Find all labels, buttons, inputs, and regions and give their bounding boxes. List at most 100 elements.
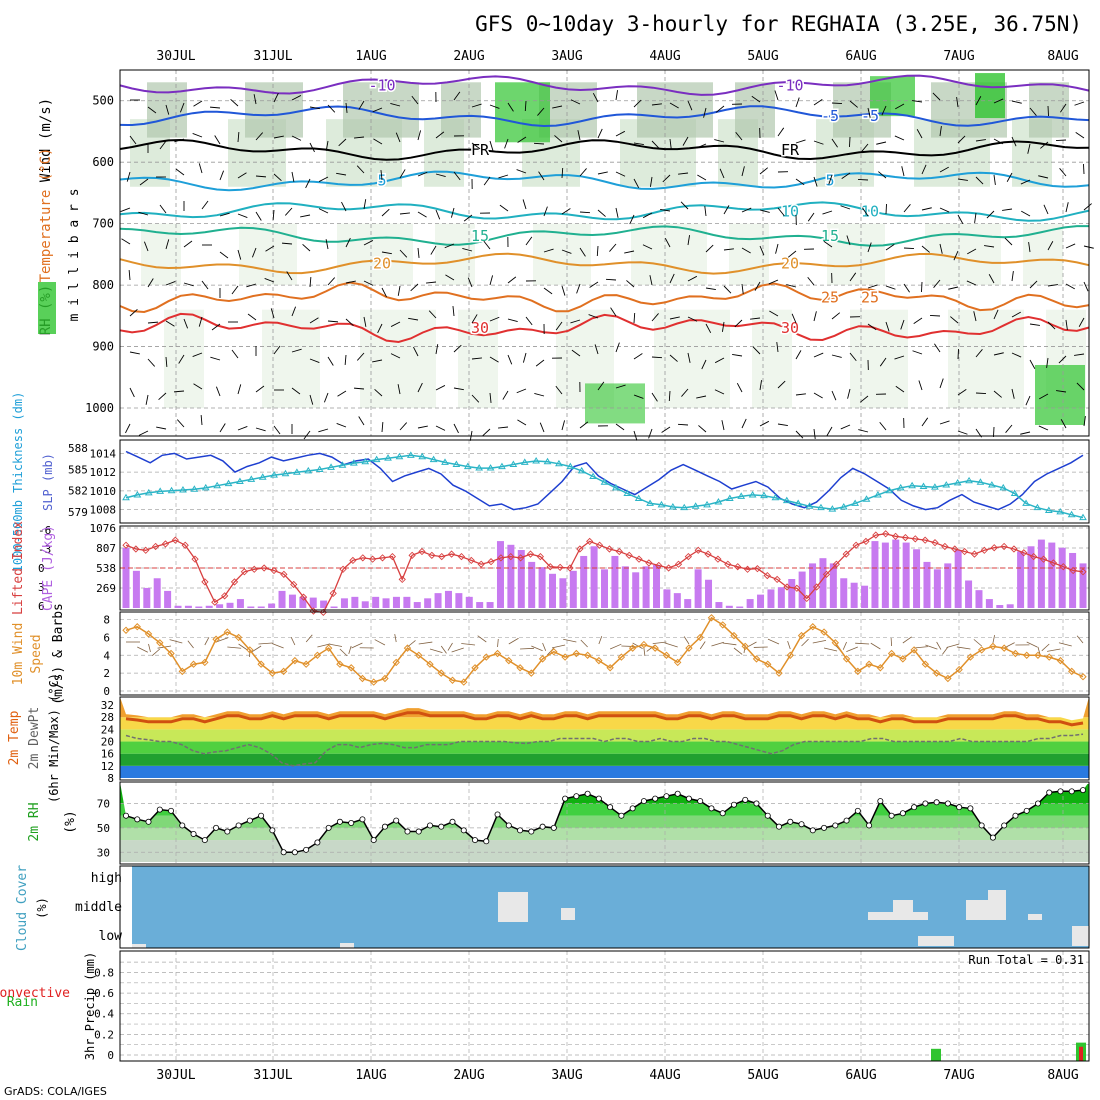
li-point — [704, 550, 712, 558]
rh-line-point — [697, 798, 704, 805]
wind-speed-line-point — [482, 653, 490, 661]
wind-barb — [159, 204, 167, 214]
thickness-line-point — [691, 502, 700, 509]
wind-barb — [861, 143, 869, 152]
thickness-line-point — [623, 489, 632, 497]
rh-line-point — [258, 812, 265, 819]
cape-bar — [1037, 539, 1045, 608]
wind-barb — [201, 200, 209, 210]
thickness-line-point — [498, 462, 506, 470]
wind-barb — [554, 135, 563, 143]
wind-barb — [1065, 283, 1075, 290]
contour-label: FR — [471, 141, 490, 159]
wind-barb — [165, 280, 176, 286]
wind-barb — [579, 168, 587, 177]
wind-barb — [450, 207, 455, 218]
wind-barb — [363, 240, 374, 246]
wind-barb — [1065, 243, 1076, 249]
temperature-contour — [119, 201, 1090, 222]
ytick-label: 70 — [97, 798, 110, 811]
li-point — [280, 570, 288, 578]
wind-barb — [879, 357, 887, 367]
wind-barb — [914, 646, 928, 649]
wind-barb — [483, 240, 491, 250]
cape-bar — [216, 604, 224, 608]
wind-barb — [417, 382, 423, 393]
cape-bar — [164, 590, 172, 608]
cape-bar — [236, 599, 244, 608]
wind-barb — [219, 212, 230, 217]
rh-shading-high — [585, 383, 645, 424]
wind-barb — [165, 239, 170, 250]
wind-speed-line-point — [887, 649, 896, 658]
rh-shading — [948, 309, 1024, 408]
wind-barb — [273, 135, 284, 139]
wind-barb — [444, 243, 455, 249]
wind-barb — [159, 140, 167, 150]
wind-barb — [1011, 352, 1022, 358]
li-point — [763, 571, 771, 580]
wind-barb — [561, 208, 571, 215]
wind-barb — [498, 174, 509, 179]
ylabel-rh-unit: (%) — [63, 810, 78, 833]
wind-barb — [561, 420, 566, 431]
wind-barb — [597, 171, 608, 175]
li-point — [467, 556, 475, 565]
wind-speed-line-point — [561, 653, 569, 661]
cape-bar — [382, 598, 390, 608]
rh-band — [120, 827, 1089, 841]
wind-barb — [734, 319, 743, 328]
cape-bar — [746, 599, 754, 608]
wind-speed-line-point — [741, 642, 749, 651]
wind-speed-line-point — [775, 669, 783, 677]
rh-shading — [245, 82, 303, 138]
wind-barb — [846, 235, 851, 246]
xtick-label-top: 30JUL — [156, 49, 195, 64]
wind-barb — [903, 247, 915, 249]
li-point — [1079, 568, 1087, 576]
li-point — [743, 565, 752, 573]
wind-barb — [128, 269, 131, 281]
wind-barb — [711, 641, 724, 647]
wind-speed-line-point — [583, 651, 592, 659]
xtick-label-top: 31JUL — [253, 49, 292, 64]
wind-barb — [975, 139, 986, 142]
wind-barb — [489, 316, 500, 322]
wind-barb — [291, 135, 302, 141]
wind-barb — [522, 352, 527, 363]
wind-barb — [1083, 281, 1089, 292]
wind-barb — [895, 385, 905, 393]
rh-shading — [360, 309, 436, 408]
wind-barb — [147, 106, 157, 114]
thickness-line-point — [327, 463, 335, 470]
thickness-line-point — [748, 490, 757, 498]
cape-bar — [705, 579, 713, 608]
wind-barb — [921, 207, 932, 211]
panel-frame — [119, 781, 1090, 865]
rh-band — [120, 840, 1089, 862]
rh-line-point — [472, 837, 479, 844]
wind-barb — [678, 172, 689, 175]
wind-barb — [1047, 321, 1056, 330]
rh-line-point — [235, 822, 242, 829]
wind-speed-line-point — [662, 651, 671, 659]
wind-barb — [847, 388, 851, 399]
wind-barb — [309, 142, 315, 153]
wind-barb — [723, 248, 734, 251]
wind-barb — [681, 388, 689, 397]
li-point — [161, 540, 170, 548]
wind-barb — [975, 392, 987, 394]
wind-barb — [677, 423, 689, 426]
ytick-label-li: -3 — [38, 543, 51, 556]
wind-barb — [147, 278, 154, 288]
wind-barb — [284, 207, 293, 216]
xtick-label-top: 7AUG — [943, 49, 974, 64]
wind-barb — [777, 207, 785, 217]
rh-shading — [654, 309, 730, 408]
wind-speed-line-point — [628, 644, 637, 652]
rh-shading — [441, 82, 481, 138]
wind-speed-line-point — [685, 644, 693, 652]
wind-barb — [336, 172, 347, 176]
li-point — [536, 552, 545, 561]
wind-barb — [198, 163, 203, 174]
